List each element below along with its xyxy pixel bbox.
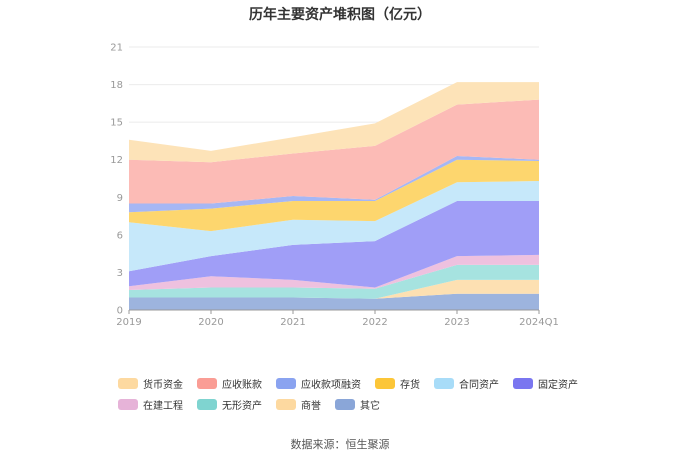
legend-label: 存货 — [400, 380, 420, 391]
legend-label: 无形资产 — [222, 401, 262, 412]
legend-swatch — [434, 378, 454, 389]
y-tick-label: 15 — [110, 118, 123, 129]
legend-swatch — [118, 378, 138, 389]
legend-label: 合同资产 — [459, 380, 499, 391]
legend-row: 在建工程 无形资产 商誉 其它 — [118, 397, 578, 412]
legend-swatch — [513, 378, 533, 389]
area-series-商誉 — [129, 279, 539, 299]
legend-label: 其它 — [360, 401, 380, 412]
x-tick-label: 2022 — [362, 317, 387, 328]
legend-item[interactable]: 应收款项融资 — [276, 376, 361, 391]
x-tick-label: 2024Q1 — [519, 317, 559, 328]
x-tick-label: 2021 — [280, 317, 305, 328]
legend-item[interactable]: 商誉 — [276, 397, 321, 412]
legend: 货币资金 应收账款 应收款项融资 存货 合同资产 固定资产 在建工程 无形资产 商誉 其它 — [118, 376, 578, 418]
legend-item[interactable]: 货币资金 — [118, 376, 183, 391]
legend-swatch — [197, 399, 217, 410]
legend-swatch — [118, 399, 138, 410]
area-series-应收款项融资 — [129, 156, 539, 213]
stacked-area-chart: 0 3 6 9 12 15 18 21 2019 2020 2021 2022 2023 2024Q1 — [110, 43, 559, 329]
area-series-在建工程 — [129, 254, 539, 290]
y-tick-label: 12 — [110, 155, 123, 166]
y-tick-label: 18 — [110, 80, 123, 91]
legend-item[interactable]: 在建工程 — [118, 397, 183, 412]
legend-row: 货币资金 应收账款 应收款项融资 存货 合同资产 固定资产 — [118, 376, 578, 391]
area-series-其它 — [129, 293, 539, 310]
legend-swatch — [276, 378, 296, 389]
data-source: 数据来源：恒生聚源 — [290, 438, 390, 451]
legend-item[interactable]: 合同资产 — [434, 376, 499, 391]
area-series-存货 — [129, 159, 539, 232]
legend-swatch — [276, 399, 296, 410]
y-tick-label: 21 — [110, 43, 123, 54]
x-tick-label: 2020 — [198, 317, 223, 328]
legend-label: 应收账款 — [222, 380, 262, 391]
legend-item[interactable]: 应收账款 — [197, 376, 262, 391]
chart-title: 历年主要资产堆积图（亿元） — [249, 7, 431, 23]
area-series-固定资产 — [129, 201, 539, 288]
y-tick-label: 9 — [117, 193, 123, 204]
area-series-应收账款 — [129, 99, 539, 204]
legend-item[interactable]: 固定资产 — [513, 376, 578, 391]
x-tick-label: 2023 — [444, 317, 469, 328]
legend-item[interactable]: 无形资产 — [197, 397, 262, 412]
legend-swatch — [197, 378, 217, 389]
area-series-无形资产 — [129, 264, 539, 299]
legend-label: 固定资产 — [538, 380, 578, 391]
legend-swatch — [375, 378, 395, 389]
legend-label: 在建工程 — [143, 401, 183, 412]
area-series-货币资金 — [129, 82, 539, 163]
legend-label: 商誉 — [301, 401, 321, 412]
x-tick-label: 2019 — [116, 317, 141, 328]
legend-item[interactable]: 存货 — [375, 376, 420, 391]
legend-swatch — [335, 399, 355, 410]
legend-label: 货币资金 — [143, 380, 183, 391]
legend-item[interactable]: 其它 — [335, 397, 380, 412]
y-tick-label: 3 — [117, 268, 123, 279]
area-series-合同资产 — [129, 181, 539, 272]
y-tick-label: 0 — [117, 306, 123, 317]
y-tick-label: 6 — [117, 230, 123, 241]
legend-label: 应收款项融资 — [301, 380, 361, 391]
